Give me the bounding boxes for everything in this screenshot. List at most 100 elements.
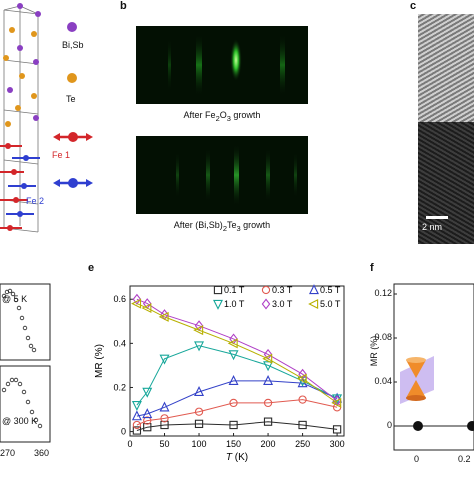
series-line-3 xyxy=(136,345,338,406)
data-point xyxy=(141,303,152,314)
panel-f-point-1 xyxy=(467,421,474,431)
panel-e-label: e xyxy=(88,262,95,274)
legend-label-fe2: Fe 2 xyxy=(26,196,45,206)
stem-image: 2 nm xyxy=(418,14,474,244)
data-point xyxy=(194,386,205,397)
rheed-caption-2: After (Bi,Sb)2Te3 growth xyxy=(173,220,271,233)
x-tick-label: 50 xyxy=(160,439,170,449)
mr-vs-temperature-chart: 0 50 100 150 200 250 300 0 0.2 0.4 0.6 T (K) MR (%) 0… xyxy=(94,284,345,463)
legend-marker xyxy=(213,299,223,310)
data-point xyxy=(262,353,273,364)
legend-label-te: Te xyxy=(66,94,76,104)
dirac-cone-icon xyxy=(400,356,434,404)
scale-bar xyxy=(426,216,448,219)
panel-f-point-0 xyxy=(413,421,423,431)
y-tick-label: 0.2 xyxy=(113,382,126,392)
legend-label: 3.0 T xyxy=(272,299,293,309)
crystal-structure-diagram xyxy=(0,3,93,233)
data-point xyxy=(158,311,169,322)
x-tick-label: 200 xyxy=(261,439,276,449)
data-point xyxy=(298,395,307,404)
legend-marker xyxy=(261,285,271,295)
panel-f-xtick-1: 0.2 xyxy=(458,454,471,464)
data-point xyxy=(142,408,153,419)
legend-marker xyxy=(261,298,271,310)
data-point xyxy=(160,420,169,430)
legend-fe1-arrow xyxy=(53,132,93,142)
panel-f-xtick-0: 0 xyxy=(414,454,420,464)
x-tick-label: 150 xyxy=(226,439,241,449)
plot-frame xyxy=(129,285,345,437)
data-point xyxy=(331,397,342,408)
rheed-image-2 xyxy=(136,136,308,214)
y-tick-label: 0.4 xyxy=(113,338,126,348)
scale-bar-label: 2 nm xyxy=(422,222,443,232)
legend-label: 0.1 T xyxy=(224,285,245,295)
x-axis-label: T (K) xyxy=(226,452,248,463)
legend-marker xyxy=(308,299,319,309)
rheed-caption-1: After Fe2O3 growth xyxy=(183,110,261,123)
data-point xyxy=(228,350,239,361)
data-point xyxy=(132,426,142,435)
data-point xyxy=(132,420,142,430)
data-point xyxy=(296,373,307,384)
legend-marker xyxy=(213,285,223,295)
x-tick-label: 100 xyxy=(192,439,207,449)
panel-c-label: c xyxy=(410,0,417,12)
legend-label: 1.0 T xyxy=(224,299,245,309)
legend-label-bisb: Bi,Sb xyxy=(62,40,84,50)
x-tick-label: 250 xyxy=(295,439,310,449)
legend-te-dot xyxy=(67,73,77,83)
panel-d-label-5k: @ 5 K xyxy=(2,294,28,304)
panel-b-label: b xyxy=(120,0,127,12)
series-line-2 xyxy=(136,380,338,417)
panel-f-ytick-1: 0.04 xyxy=(374,376,392,386)
data-point xyxy=(227,338,238,349)
panel-f-ytick-2: 0.08 xyxy=(374,332,392,342)
panel-f-label: f xyxy=(370,262,374,274)
series-line-5 xyxy=(136,303,338,404)
legend-marker xyxy=(309,284,319,295)
series-line-0 xyxy=(136,421,338,431)
data-point xyxy=(131,400,142,411)
panel-f: MR (%) 0 0.04 0.08 0.12 0 0.2 xyxy=(360,276,474,474)
data-point xyxy=(194,419,204,429)
rheed-image-1 xyxy=(136,26,308,104)
series-line-4 xyxy=(136,298,338,402)
panel-d: @ 5 K @ 300 K 270 360 xyxy=(0,262,60,474)
data-point xyxy=(143,416,152,425)
data-point xyxy=(194,341,205,352)
panel-d-xtick-270: 270 xyxy=(0,448,16,458)
y-tick-label: 0 xyxy=(121,427,126,437)
y-axis-label: MR (%) xyxy=(94,344,105,378)
legend-label-fe1: Fe 1 xyxy=(52,150,71,160)
panel-f-ytick-0: 0 xyxy=(386,420,392,430)
legend-label: 0.3 T xyxy=(272,285,293,295)
data-point xyxy=(332,425,342,434)
panel-f-ytick-3: 0.12 xyxy=(374,288,392,298)
legend-fe2-arrow xyxy=(53,178,93,188)
legend-label: 0.5 T xyxy=(320,285,341,295)
panel-d-label-300k: @ 300 K xyxy=(2,416,38,426)
data-point xyxy=(297,376,308,387)
data-point xyxy=(159,401,170,412)
data-point xyxy=(193,325,204,336)
legend-label: 5.0 T xyxy=(320,299,341,309)
data-point xyxy=(229,420,238,430)
data-point xyxy=(159,354,170,365)
x-tick-label: 300 xyxy=(330,439,345,449)
data-point xyxy=(143,423,152,432)
data-point xyxy=(263,361,274,372)
data-point xyxy=(263,398,273,408)
panel-a: Bi,Sb Te Fe 1 Fe 2 xyxy=(0,0,120,250)
data-point xyxy=(229,398,238,408)
data-point xyxy=(194,407,204,416)
panel-d-xtick-360: 360 xyxy=(34,448,50,458)
legend-bisb-dot xyxy=(67,22,77,32)
data-point xyxy=(263,375,274,386)
data-point xyxy=(228,375,239,386)
data-point xyxy=(142,387,153,398)
y-tick-label: 0.6 xyxy=(113,294,126,304)
panel-f-plot xyxy=(393,283,474,451)
data-point xyxy=(131,410,142,421)
